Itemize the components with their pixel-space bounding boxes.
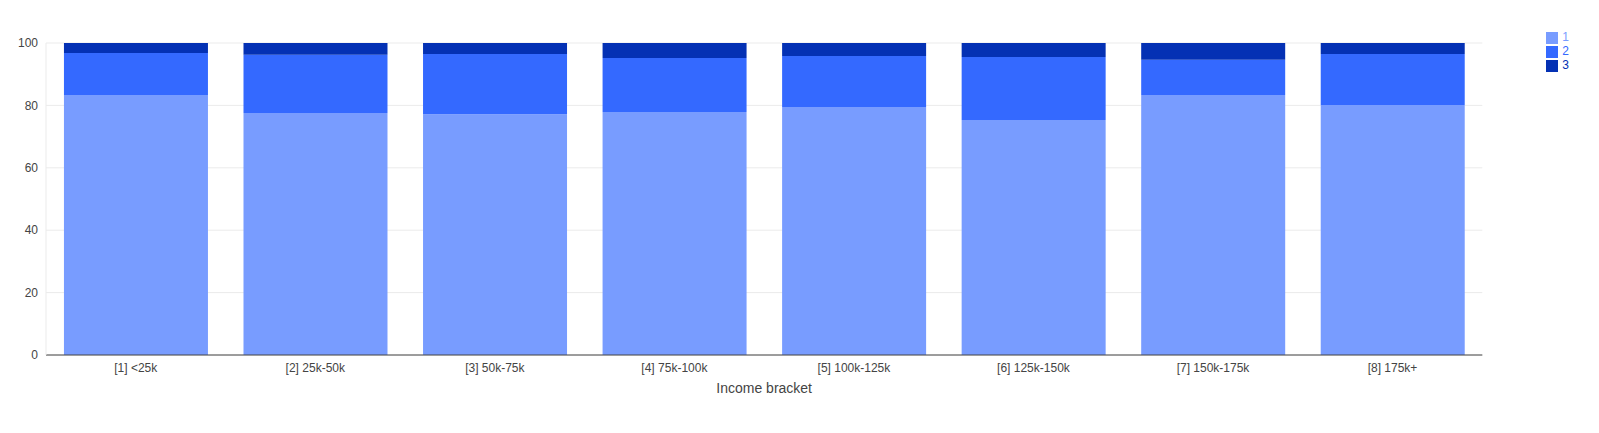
html-text:3: 3: [1562, 58, 1569, 72]
svg-text:80: 80: [25, 99, 39, 113]
svg-text:20: 20: [25, 286, 39, 300]
svg-text:60: 60: [25, 161, 39, 175]
svg-text:40: 40: [25, 223, 39, 237]
svg-text:[3] 50k-75k: [3] 50k-75k: [465, 361, 525, 375]
svg-text:[5] 100k-125k: [5] 100k-125k: [818, 361, 892, 375]
svg-text:[1] <25k: [1] <25k: [114, 361, 158, 375]
html-text:1: 1: [1562, 30, 1569, 44]
svg-text:Income bracket: Income bracket: [716, 380, 812, 396]
svg-text:[4] 75k-100k: [4] 75k-100k: [641, 361, 708, 375]
svg-text:[8] 175k+: [8] 175k+: [1368, 361, 1418, 375]
svg-text:[2] 25k-50k: [2] 25k-50k: [286, 361, 346, 375]
svg-text:[6] 125k-150k: [6] 125k-150k: [997, 361, 1071, 375]
svg-text:0: 0: [31, 348, 38, 362]
html-text:2: 2: [1562, 44, 1569, 58]
svg-text:[7] 150k-175k: [7] 150k-175k: [1177, 361, 1251, 375]
svg-text:100: 100: [18, 36, 38, 50]
